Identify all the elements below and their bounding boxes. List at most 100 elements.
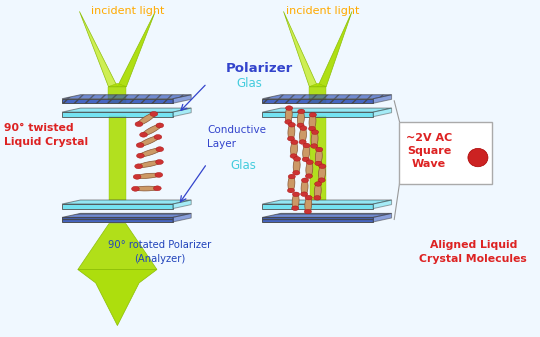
Polygon shape bbox=[262, 112, 373, 117]
Text: 90° rotated Polarizer
(Analyzer): 90° rotated Polarizer (Analyzer) bbox=[108, 240, 211, 264]
Ellipse shape bbox=[301, 179, 308, 196]
Polygon shape bbox=[79, 11, 117, 87]
Ellipse shape bbox=[303, 144, 309, 161]
Polygon shape bbox=[62, 213, 191, 217]
Ellipse shape bbox=[297, 123, 304, 128]
Ellipse shape bbox=[138, 148, 163, 157]
Ellipse shape bbox=[315, 148, 322, 165]
Ellipse shape bbox=[298, 110, 305, 127]
Polygon shape bbox=[62, 112, 173, 117]
Polygon shape bbox=[262, 213, 392, 217]
Ellipse shape bbox=[293, 171, 300, 175]
Ellipse shape bbox=[134, 173, 161, 179]
Polygon shape bbox=[173, 108, 191, 117]
Polygon shape bbox=[373, 95, 392, 103]
Ellipse shape bbox=[304, 209, 312, 214]
Ellipse shape bbox=[288, 175, 295, 192]
Ellipse shape bbox=[136, 161, 162, 167]
Ellipse shape bbox=[288, 174, 295, 179]
Ellipse shape bbox=[288, 123, 295, 141]
Polygon shape bbox=[262, 95, 392, 99]
Ellipse shape bbox=[312, 130, 319, 134]
Ellipse shape bbox=[300, 126, 307, 130]
Ellipse shape bbox=[141, 124, 162, 136]
Text: Conductive
Layer: Conductive Layer bbox=[207, 125, 266, 149]
Ellipse shape bbox=[154, 134, 162, 140]
Ellipse shape bbox=[287, 188, 295, 193]
Polygon shape bbox=[62, 204, 173, 209]
Polygon shape bbox=[309, 83, 326, 87]
Text: 90° twisted
Liquid Crystal: 90° twisted Liquid Crystal bbox=[4, 123, 88, 147]
Ellipse shape bbox=[292, 206, 299, 211]
Polygon shape bbox=[318, 11, 352, 87]
Ellipse shape bbox=[303, 143, 310, 148]
Ellipse shape bbox=[305, 196, 312, 213]
Text: Glas: Glas bbox=[231, 159, 256, 172]
Ellipse shape bbox=[137, 113, 156, 126]
Ellipse shape bbox=[318, 178, 325, 182]
Text: Polarizer: Polarizer bbox=[226, 62, 293, 75]
Ellipse shape bbox=[315, 161, 322, 166]
Polygon shape bbox=[109, 83, 126, 87]
Ellipse shape bbox=[156, 123, 164, 128]
Ellipse shape bbox=[306, 160, 313, 164]
Polygon shape bbox=[262, 204, 373, 209]
Ellipse shape bbox=[299, 140, 306, 144]
Ellipse shape bbox=[293, 157, 301, 161]
Ellipse shape bbox=[298, 109, 305, 114]
Polygon shape bbox=[62, 99, 173, 103]
Ellipse shape bbox=[293, 157, 300, 175]
Ellipse shape bbox=[132, 186, 139, 191]
Ellipse shape bbox=[290, 154, 297, 158]
Polygon shape bbox=[373, 213, 392, 222]
Ellipse shape bbox=[140, 132, 147, 137]
Ellipse shape bbox=[310, 144, 318, 148]
Polygon shape bbox=[310, 116, 326, 200]
Ellipse shape bbox=[309, 113, 316, 130]
Ellipse shape bbox=[133, 174, 141, 179]
Text: incident light: incident light bbox=[91, 6, 165, 17]
Ellipse shape bbox=[287, 136, 295, 141]
Polygon shape bbox=[284, 11, 318, 87]
Ellipse shape bbox=[133, 186, 160, 191]
Polygon shape bbox=[262, 99, 373, 103]
Polygon shape bbox=[78, 270, 157, 326]
Ellipse shape bbox=[319, 164, 326, 168]
Ellipse shape bbox=[134, 164, 143, 169]
Ellipse shape bbox=[306, 160, 313, 178]
Ellipse shape bbox=[314, 182, 321, 200]
Ellipse shape bbox=[292, 192, 299, 210]
Polygon shape bbox=[62, 217, 173, 222]
Ellipse shape bbox=[153, 186, 161, 191]
Ellipse shape bbox=[300, 126, 307, 144]
Ellipse shape bbox=[292, 192, 300, 196]
Ellipse shape bbox=[301, 192, 308, 196]
Ellipse shape bbox=[285, 106, 292, 124]
Polygon shape bbox=[173, 95, 191, 103]
Polygon shape bbox=[373, 200, 392, 209]
Ellipse shape bbox=[155, 173, 163, 177]
Polygon shape bbox=[262, 108, 392, 112]
Polygon shape bbox=[62, 95, 191, 99]
Polygon shape bbox=[173, 200, 191, 209]
Ellipse shape bbox=[314, 195, 321, 200]
Ellipse shape bbox=[468, 148, 488, 167]
Polygon shape bbox=[173, 213, 191, 222]
Ellipse shape bbox=[309, 113, 316, 117]
Polygon shape bbox=[109, 116, 126, 200]
Polygon shape bbox=[373, 108, 392, 117]
Ellipse shape bbox=[288, 123, 295, 127]
Ellipse shape bbox=[138, 136, 160, 147]
Ellipse shape bbox=[305, 174, 313, 178]
Ellipse shape bbox=[305, 195, 312, 200]
Ellipse shape bbox=[291, 141, 298, 158]
Polygon shape bbox=[262, 217, 373, 222]
Ellipse shape bbox=[135, 122, 143, 127]
Ellipse shape bbox=[150, 112, 158, 116]
Text: ~2V AC
Square
Wave: ~2V AC Square Wave bbox=[406, 133, 452, 169]
Text: Aligned Liquid
Crystal Molecules: Aligned Liquid Crystal Molecules bbox=[420, 240, 527, 264]
Ellipse shape bbox=[156, 159, 163, 164]
Text: Glas: Glas bbox=[236, 77, 262, 90]
Polygon shape bbox=[309, 87, 326, 103]
Text: incident light: incident light bbox=[286, 6, 360, 17]
